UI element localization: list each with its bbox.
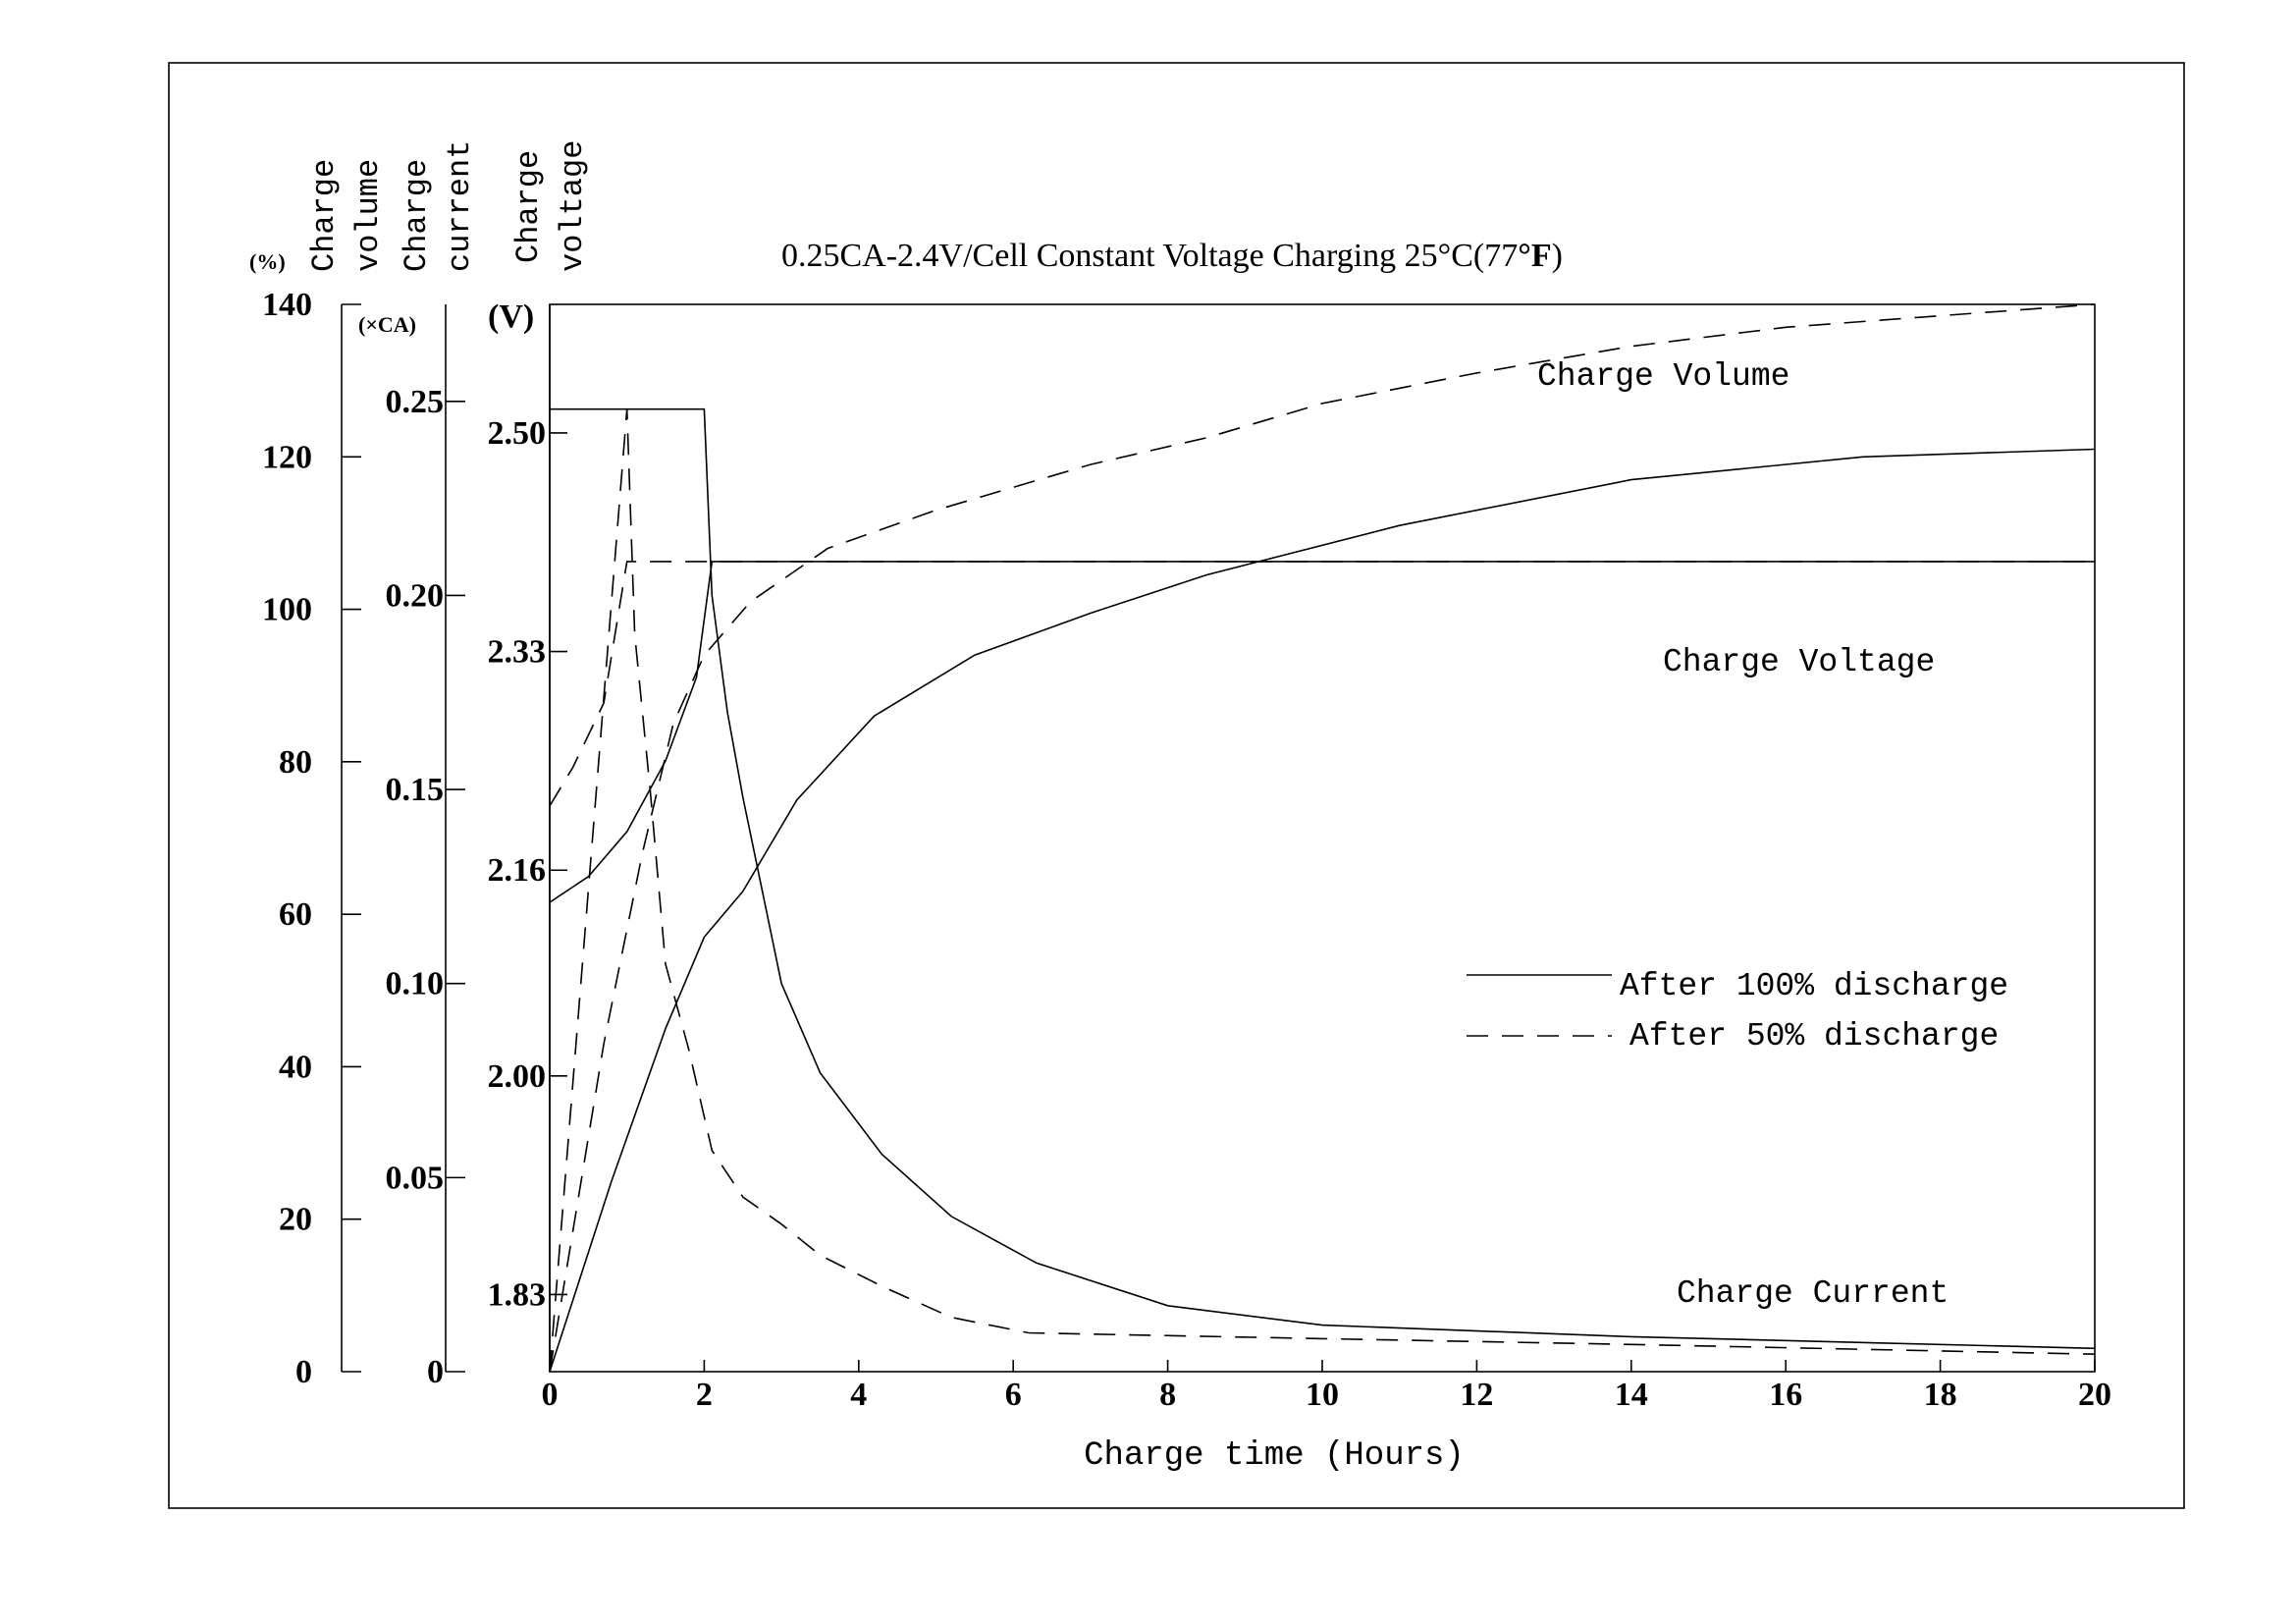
chart-title: 0.25CA-2.4V/Cell Constant Voltage Chargi…	[781, 238, 1563, 274]
x-tick-label: 14	[1615, 1377, 1648, 1413]
volume-tick-label: 0	[295, 1354, 312, 1390]
voltage-tick-label: 2.00	[488, 1058, 547, 1095]
x-tick-label: 10	[1306, 1377, 1339, 1413]
legend-label-50: After 50% discharge	[1629, 1018, 1999, 1055]
series-layer	[549, 303, 2096, 1373]
voltage-curve-after-50	[549, 561, 2095, 807]
legend: After 100% discharge After 50% discharge	[1467, 968, 2008, 1055]
current-curve-after-100	[550, 407, 2096, 1350]
x-tick-label: 2	[696, 1377, 713, 1413]
current-curve-after-50	[549, 408, 2096, 1373]
x-axis-title: Charge time (Hours)	[1084, 1437, 1465, 1475]
charge-voltage-annotation: Charge Voltage	[1663, 644, 1935, 680]
volume-tick-label: 40	[279, 1049, 312, 1085]
volume-curve-after-100	[549, 448, 2096, 1373]
figure-frame	[168, 62, 2185, 1509]
current-tick-label: 0.25	[386, 384, 445, 420]
volume-tick-label: 100	[262, 592, 312, 628]
x-tick-label: 16	[1769, 1377, 1802, 1413]
x-tick-label: 20	[2078, 1377, 2111, 1413]
current-tick-label: 0	[427, 1354, 444, 1390]
x-tick-label: 4	[850, 1377, 867, 1413]
voltage-axis-unit: (V)	[488, 298, 534, 335]
x-tick-label: 12	[1460, 1377, 1493, 1413]
current-tick-label: 0.15	[386, 772, 445, 808]
volume-axis-unit: (%)	[249, 249, 286, 274]
current-tick-label: 0.10	[386, 966, 445, 1002]
legend-label-100: After 100% discharge	[1620, 968, 2008, 1004]
volume-axis-title-line1: Charge	[306, 159, 343, 272]
volume-tick-label: 60	[279, 896, 312, 933]
volume-tick-label: 20	[279, 1202, 312, 1238]
current-axis-unit: (×CA)	[358, 312, 416, 337]
volume-tick-label: 140	[262, 287, 312, 323]
voltage-tick-label: 2.16	[488, 852, 547, 889]
current-axis-title-line2: current	[442, 140, 478, 272]
current-tick-label: 0.05	[386, 1160, 445, 1196]
charge-volume-annotation: Charge Volume	[1537, 358, 1789, 395]
voltage-curve-after-100	[549, 561, 2095, 903]
x-tick-label: 8	[1159, 1377, 1176, 1413]
volume-tick-label: 80	[279, 744, 312, 781]
voltage-tick-label: 2.33	[488, 634, 547, 671]
voltage-tick-label: 2.50	[488, 415, 547, 452]
x-tick-label: 6	[1005, 1377, 1022, 1413]
current-tick-label: 0.20	[386, 577, 445, 614]
current-axis-title-line1: Charge	[399, 159, 435, 272]
volume-tick-label: 120	[262, 439, 312, 475]
voltage-axis-title-line1: Charge	[510, 150, 547, 263]
x-tick-label: 0	[542, 1377, 559, 1413]
charge-current-annotation: Charge Current	[1677, 1275, 1949, 1312]
tick-layer: 0 2 4 6 8 10 12 14 16 18 20 0 20 40 60 80 100 120 140 0 0.05…	[262, 287, 2111, 1413]
x-tick-label: 18	[1924, 1377, 1957, 1413]
plot-area	[549, 303, 2096, 1373]
voltage-tick-label: 1.83	[488, 1276, 547, 1313]
volume-axis-title-line2: volume	[350, 159, 387, 272]
volume-curve-after-50	[549, 303, 2096, 1373]
voltage-axis-title-line2: voltage	[555, 140, 591, 272]
